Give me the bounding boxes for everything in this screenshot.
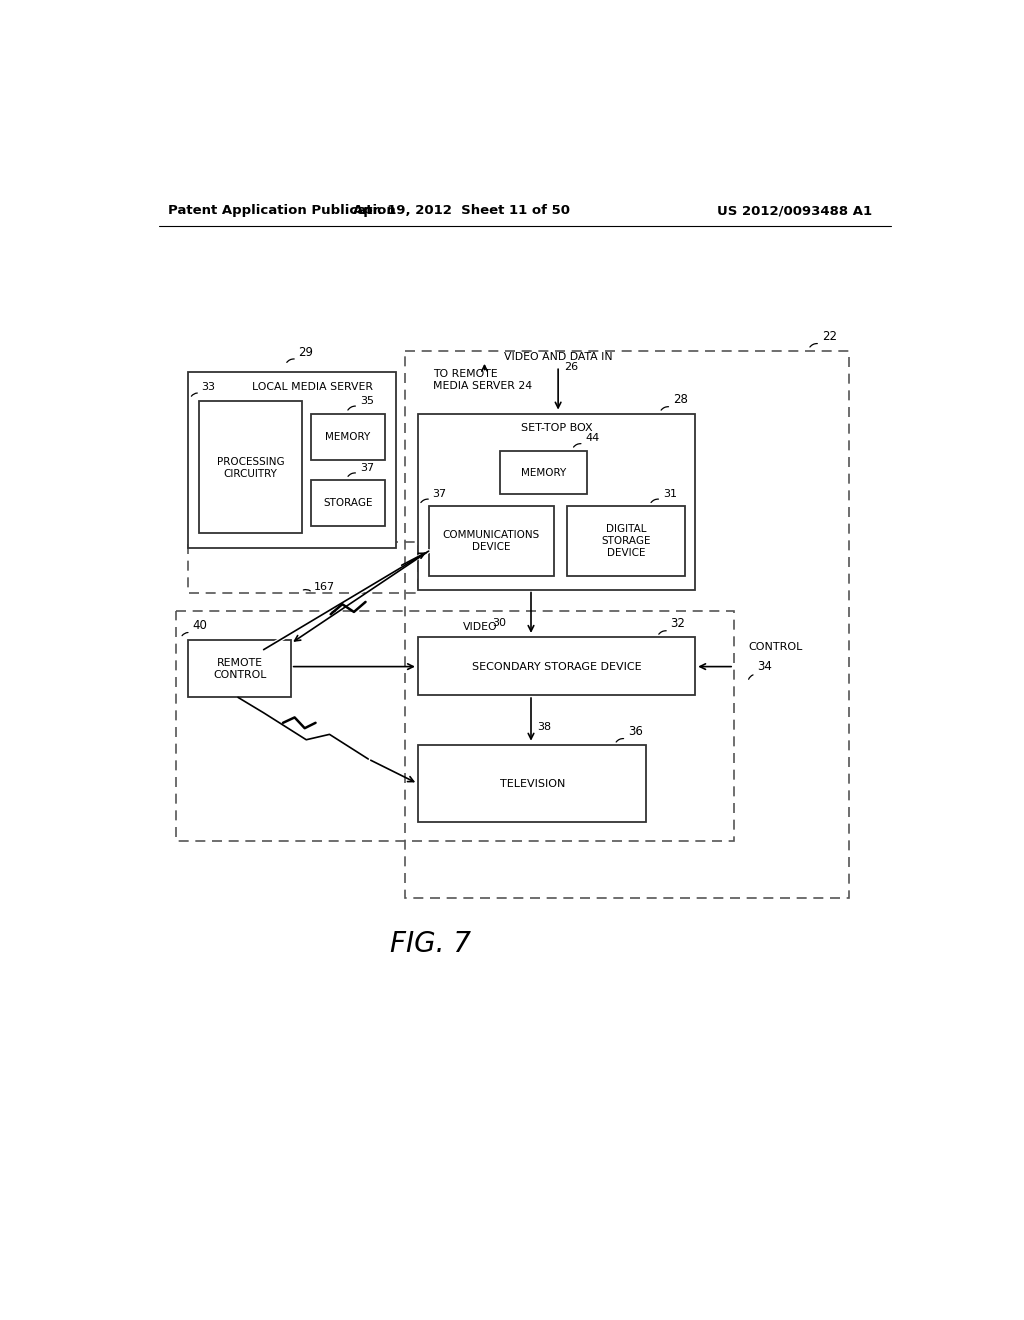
Bar (311, 414, 385, 461)
Bar (188, 543, 418, 593)
Text: 44: 44 (586, 433, 599, 444)
Text: 22: 22 (822, 330, 838, 343)
Text: TELEVISION: TELEVISION (500, 779, 565, 788)
Text: CONTROL: CONTROL (748, 643, 803, 652)
Bar (500, 451, 587, 494)
Text: STORAGE: STORAGE (324, 499, 373, 508)
Text: PROCESSING
CIRCUITRY: PROCESSING CIRCUITRY (217, 457, 285, 479)
Text: 37: 37 (359, 462, 374, 473)
Bar (188, 640, 291, 697)
Text: SET-TOP BOX: SET-TOP BOX (521, 422, 593, 433)
Text: MEMORY: MEMORY (326, 432, 371, 442)
Text: US 2012/0093488 A1: US 2012/0093488 A1 (717, 205, 872, 218)
Text: 26: 26 (564, 363, 579, 372)
Bar (176, 611, 734, 841)
Bar (188, 372, 396, 548)
Text: VIDEO: VIDEO (463, 622, 498, 631)
Bar (418, 414, 695, 590)
Bar (418, 744, 646, 822)
Text: DIGITAL
STORAGE
DEVICE: DIGITAL STORAGE DEVICE (601, 524, 651, 557)
Text: 29: 29 (299, 346, 313, 359)
Text: 34: 34 (758, 660, 772, 673)
Text: REMOTE
CONTROL: REMOTE CONTROL (213, 659, 266, 680)
Text: 37: 37 (432, 488, 446, 499)
Text: 35: 35 (359, 396, 374, 405)
Text: COMMUNICATIONS
DEVICE: COMMUNICATIONS DEVICE (442, 531, 540, 552)
Text: 33: 33 (202, 383, 216, 392)
Text: Patent Application Publication: Patent Application Publication (168, 205, 396, 218)
Text: 40: 40 (193, 619, 207, 632)
Text: 32: 32 (671, 618, 685, 631)
Text: LOCAL MEDIA SERVER: LOCAL MEDIA SERVER (252, 381, 373, 392)
Bar (429, 507, 554, 576)
Text: Apr. 19, 2012  Sheet 11 of 50: Apr. 19, 2012 Sheet 11 of 50 (352, 205, 569, 218)
Bar (200, 401, 302, 533)
Text: VIDEO AND DATA IN: VIDEO AND DATA IN (504, 352, 612, 362)
Text: 38: 38 (538, 722, 551, 733)
Text: FIG. 7: FIG. 7 (390, 929, 471, 958)
Text: MEMORY: MEMORY (521, 467, 566, 478)
Bar (406, 351, 849, 898)
Text: TO REMOTE
MEDIA SERVER 24: TO REMOTE MEDIA SERVER 24 (432, 370, 531, 391)
Bar (311, 480, 385, 527)
Text: 28: 28 (673, 393, 688, 407)
Bar (567, 507, 685, 576)
Text: 30: 30 (493, 618, 506, 628)
Text: 31: 31 (663, 488, 677, 499)
Text: 167: 167 (314, 582, 335, 591)
Bar (418, 638, 695, 696)
Text: 36: 36 (628, 725, 643, 738)
Text: SECONDARY STORAGE DEVICE: SECONDARY STORAGE DEVICE (472, 661, 641, 672)
